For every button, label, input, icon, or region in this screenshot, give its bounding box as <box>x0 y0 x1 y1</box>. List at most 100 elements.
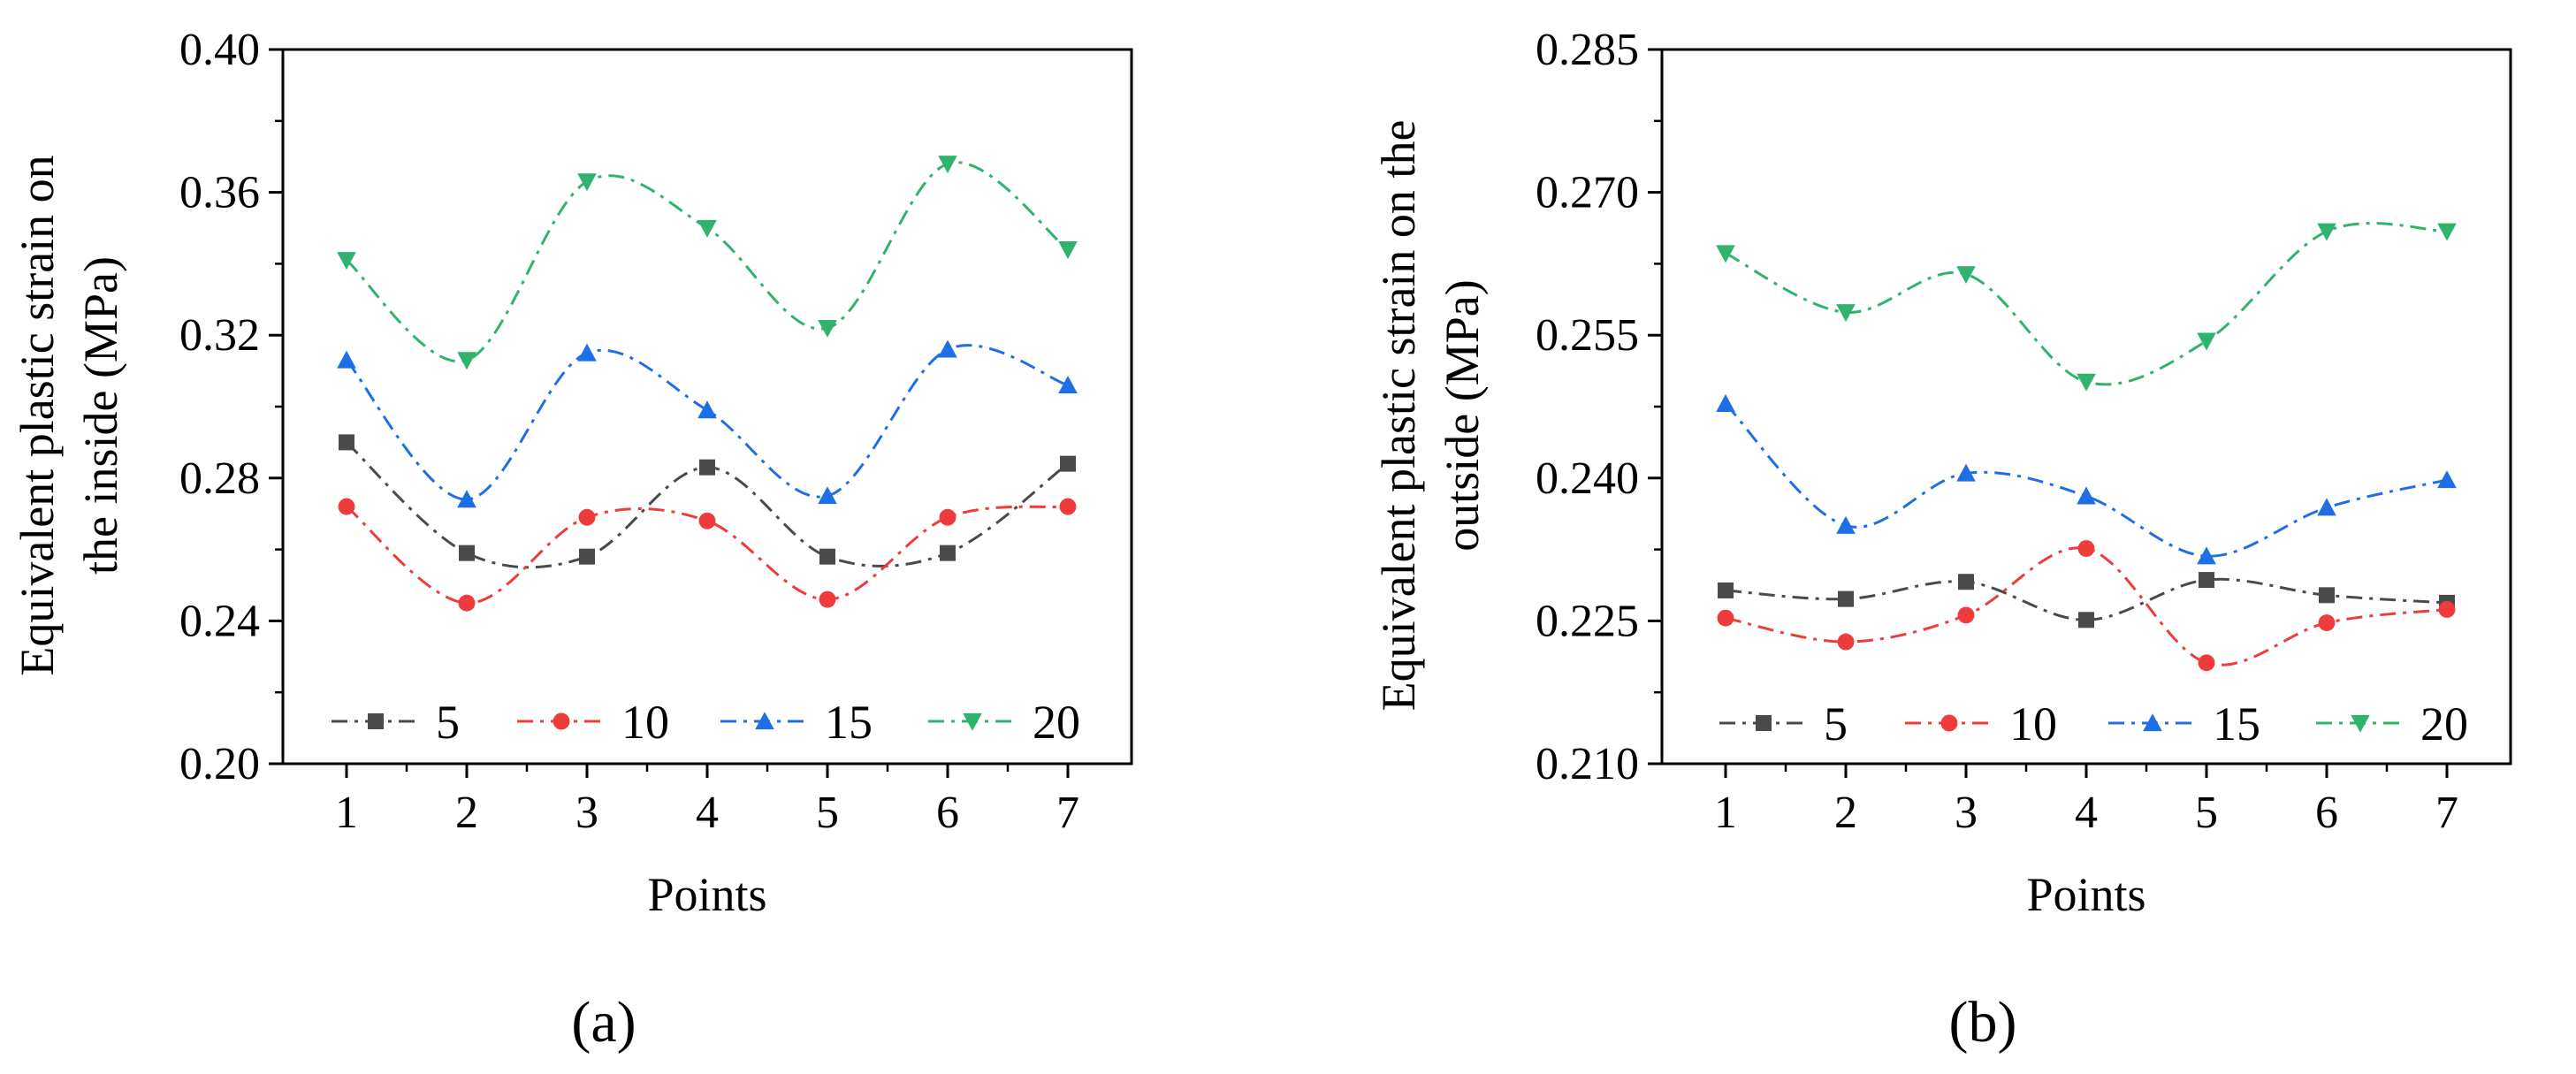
legend-marker <box>963 712 982 731</box>
data-point <box>940 545 956 561</box>
x-tick-label: 5 <box>816 788 839 838</box>
y-tick-label: 0.210 <box>1536 739 1639 789</box>
y-tick-label: 0.270 <box>1536 168 1639 218</box>
legend-marker <box>1940 714 1958 732</box>
data-point <box>2318 614 2336 632</box>
legend-label: 20 <box>2420 697 2468 750</box>
legend-marker <box>1756 715 1772 731</box>
legend-marker <box>368 713 384 729</box>
data-point <box>457 352 476 370</box>
series-line <box>1725 222 2448 386</box>
data-point <box>1716 393 1735 412</box>
x-tick-label: 1 <box>1714 788 1737 838</box>
y-tick-label: 0.24 <box>179 596 260 646</box>
y-tick-label: 0.40 <box>179 25 260 75</box>
chart-panel-b: 0.210 0.225 0.240 0.255 0.270 0.285 1 2 3 4 5 6 7 Poi… <box>1372 25 2512 1055</box>
legend-label: 15 <box>825 696 873 749</box>
data-point <box>697 219 717 238</box>
y-axis-title-line: Equivalent plastic strain on the <box>1372 120 1425 712</box>
x-tick-label: 4 <box>2075 788 2098 838</box>
legend-marker <box>553 712 570 730</box>
series-10 <box>338 498 1077 612</box>
data-point <box>1717 609 1734 627</box>
data-point <box>1059 498 1077 515</box>
x-axis-title: Points <box>647 868 766 921</box>
series-5 <box>339 434 1076 569</box>
x-tick-label: 3 <box>575 788 598 838</box>
legend-label: 10 <box>621 696 669 749</box>
series-20 <box>337 156 1078 370</box>
data-point <box>577 173 597 192</box>
data-point <box>2077 486 2096 505</box>
data-point <box>1957 606 1975 624</box>
series-line <box>1725 546 2448 666</box>
y-tick-label: 0.240 <box>1536 453 1639 504</box>
data-point <box>1956 463 1976 482</box>
data-point <box>459 545 475 561</box>
data-point <box>699 459 715 476</box>
x-axis: 1 2 3 4 5 6 7 <box>1714 764 2458 838</box>
data-point <box>938 339 957 358</box>
data-point <box>338 498 355 515</box>
data-point <box>2437 223 2457 241</box>
y-tick-label: 0.36 <box>179 168 260 218</box>
y-tick-label: 0.32 <box>179 310 260 361</box>
data-point <box>337 350 356 369</box>
data-point <box>1058 375 1078 393</box>
data-point <box>457 490 476 508</box>
data-point <box>819 590 836 608</box>
legend-label: 5 <box>436 696 460 749</box>
data-point <box>1838 590 1854 607</box>
x-axis-title: Points <box>2026 868 2145 921</box>
y-tick-label: 0.255 <box>1536 310 1639 361</box>
y-axis-title-line: Equivalent plastic strain on <box>11 155 64 675</box>
data-point <box>2077 540 2095 557</box>
data-point <box>2197 546 2216 565</box>
data-point <box>1058 241 1078 260</box>
y-tick-label: 0.20 <box>179 739 260 789</box>
series-line <box>346 161 1069 363</box>
y-axis: 0.20 0.24 0.28 0.32 0.36 0.40 <box>179 25 283 789</box>
data-point <box>1716 245 1735 263</box>
data-point <box>697 400 717 419</box>
x-tick-label: 3 <box>1955 788 1978 838</box>
data-point <box>1837 633 1855 651</box>
series-15 <box>337 339 1078 508</box>
x-tick-label: 7 <box>1056 788 1079 838</box>
y-axis-title-line: outside (MPa) <box>1436 279 1489 551</box>
y-tick-label: 0.285 <box>1536 25 1639 75</box>
series-5 <box>1718 572 2455 628</box>
plot-frame <box>1660 48 2512 766</box>
data-point <box>2438 601 2456 618</box>
data-point <box>818 319 837 338</box>
x-tick-label: 2 <box>455 788 478 838</box>
series-15 <box>1716 393 2457 565</box>
data-point <box>2078 612 2094 628</box>
data-point <box>818 486 837 505</box>
x-tick-label: 6 <box>936 788 959 838</box>
x-tick-label: 5 <box>2195 788 2218 838</box>
x-tick-label: 6 <box>2315 788 2338 838</box>
x-tick-label: 2 <box>1834 788 1857 838</box>
data-point <box>337 252 356 270</box>
legend-marker <box>755 712 774 730</box>
data-point <box>577 343 597 362</box>
panel-caption: (a) <box>571 990 636 1055</box>
x-tick-label: 4 <box>696 788 719 838</box>
panel-caption: (b) <box>1949 990 2017 1055</box>
data-point <box>1060 455 1076 472</box>
data-point <box>1718 582 1734 598</box>
data-point <box>698 512 716 529</box>
legend: 5 10 15 20 <box>1719 697 2468 750</box>
data-point <box>819 548 835 565</box>
data-point <box>2198 654 2215 672</box>
data-point <box>938 156 957 174</box>
series-10 <box>1717 540 2456 672</box>
data-point <box>579 548 595 565</box>
data-point <box>2317 223 2336 241</box>
chart-panel-a: 0.20 0.24 0.28 0.32 0.36 0.40 1 2 3 4 5 6 7 Points Equ… <box>11 25 1133 1055</box>
legend-label: 15 <box>2213 697 2260 750</box>
legend-label: 20 <box>1033 696 1080 749</box>
legend: 5 10 15 20 <box>332 696 1080 749</box>
